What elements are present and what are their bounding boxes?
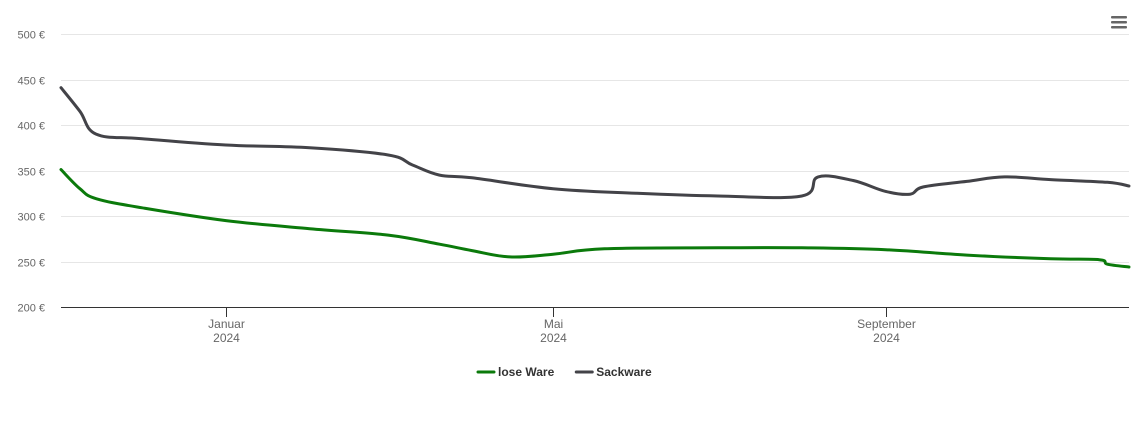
series-line-sackware[interactable] (59, 86, 1131, 200)
y-tick-label: 500 € (17, 30, 45, 42)
hamburger-menu-icon[interactable] (1110, 15, 1128, 31)
x-tick-sublabel: 2024 (873, 331, 900, 345)
y-axis: 500 € 450 € 400 € 350 € 300 € 250 € 200 € (17, 30, 45, 315)
legend-label: lose Ware (498, 365, 555, 379)
grid-layer (61, 34, 1129, 263)
y-tick-label: 400 € (17, 121, 45, 133)
x-tick-label: Mai (544, 317, 563, 331)
series-layer (59, 86, 1131, 269)
y-tick-label: 450 € (17, 76, 45, 88)
y-tick-label: 300 € (17, 212, 45, 224)
y-tick-label: 250 € (17, 258, 45, 270)
legend-item-sackware[interactable]: Sackware (574, 365, 652, 379)
legend: lose Ware Sackware (476, 365, 652, 379)
y-tick-label: 200 € (17, 303, 45, 315)
x-tick-sublabel: 2024 (213, 331, 240, 345)
legend-label: Sackware (596, 365, 652, 379)
x-tick-sublabel: 2024 (540, 331, 567, 345)
x-tick-label: Januar (208, 317, 245, 331)
series-line-lose-ware[interactable] (59, 168, 1131, 269)
y-tick-label: 350 € (17, 167, 45, 179)
x-tick-label: September (857, 317, 916, 331)
legend-item-lose-ware[interactable]: lose Ware (476, 365, 555, 379)
